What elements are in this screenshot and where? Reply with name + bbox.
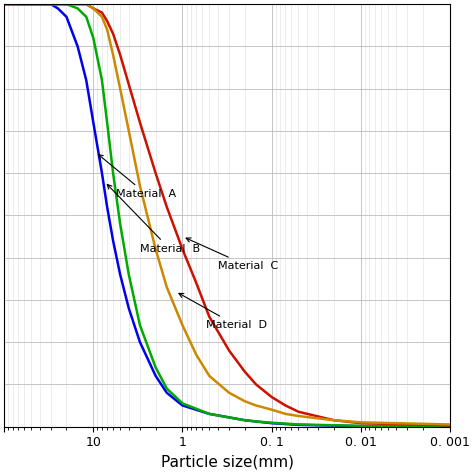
X-axis label: Particle size(mm): Particle size(mm) <box>161 455 293 470</box>
Text: Material  C: Material C <box>186 238 278 271</box>
Text: Material  D: Material D <box>179 293 266 330</box>
Text: Material  B: Material B <box>107 184 200 254</box>
Text: Material  A: Material A <box>99 155 177 199</box>
